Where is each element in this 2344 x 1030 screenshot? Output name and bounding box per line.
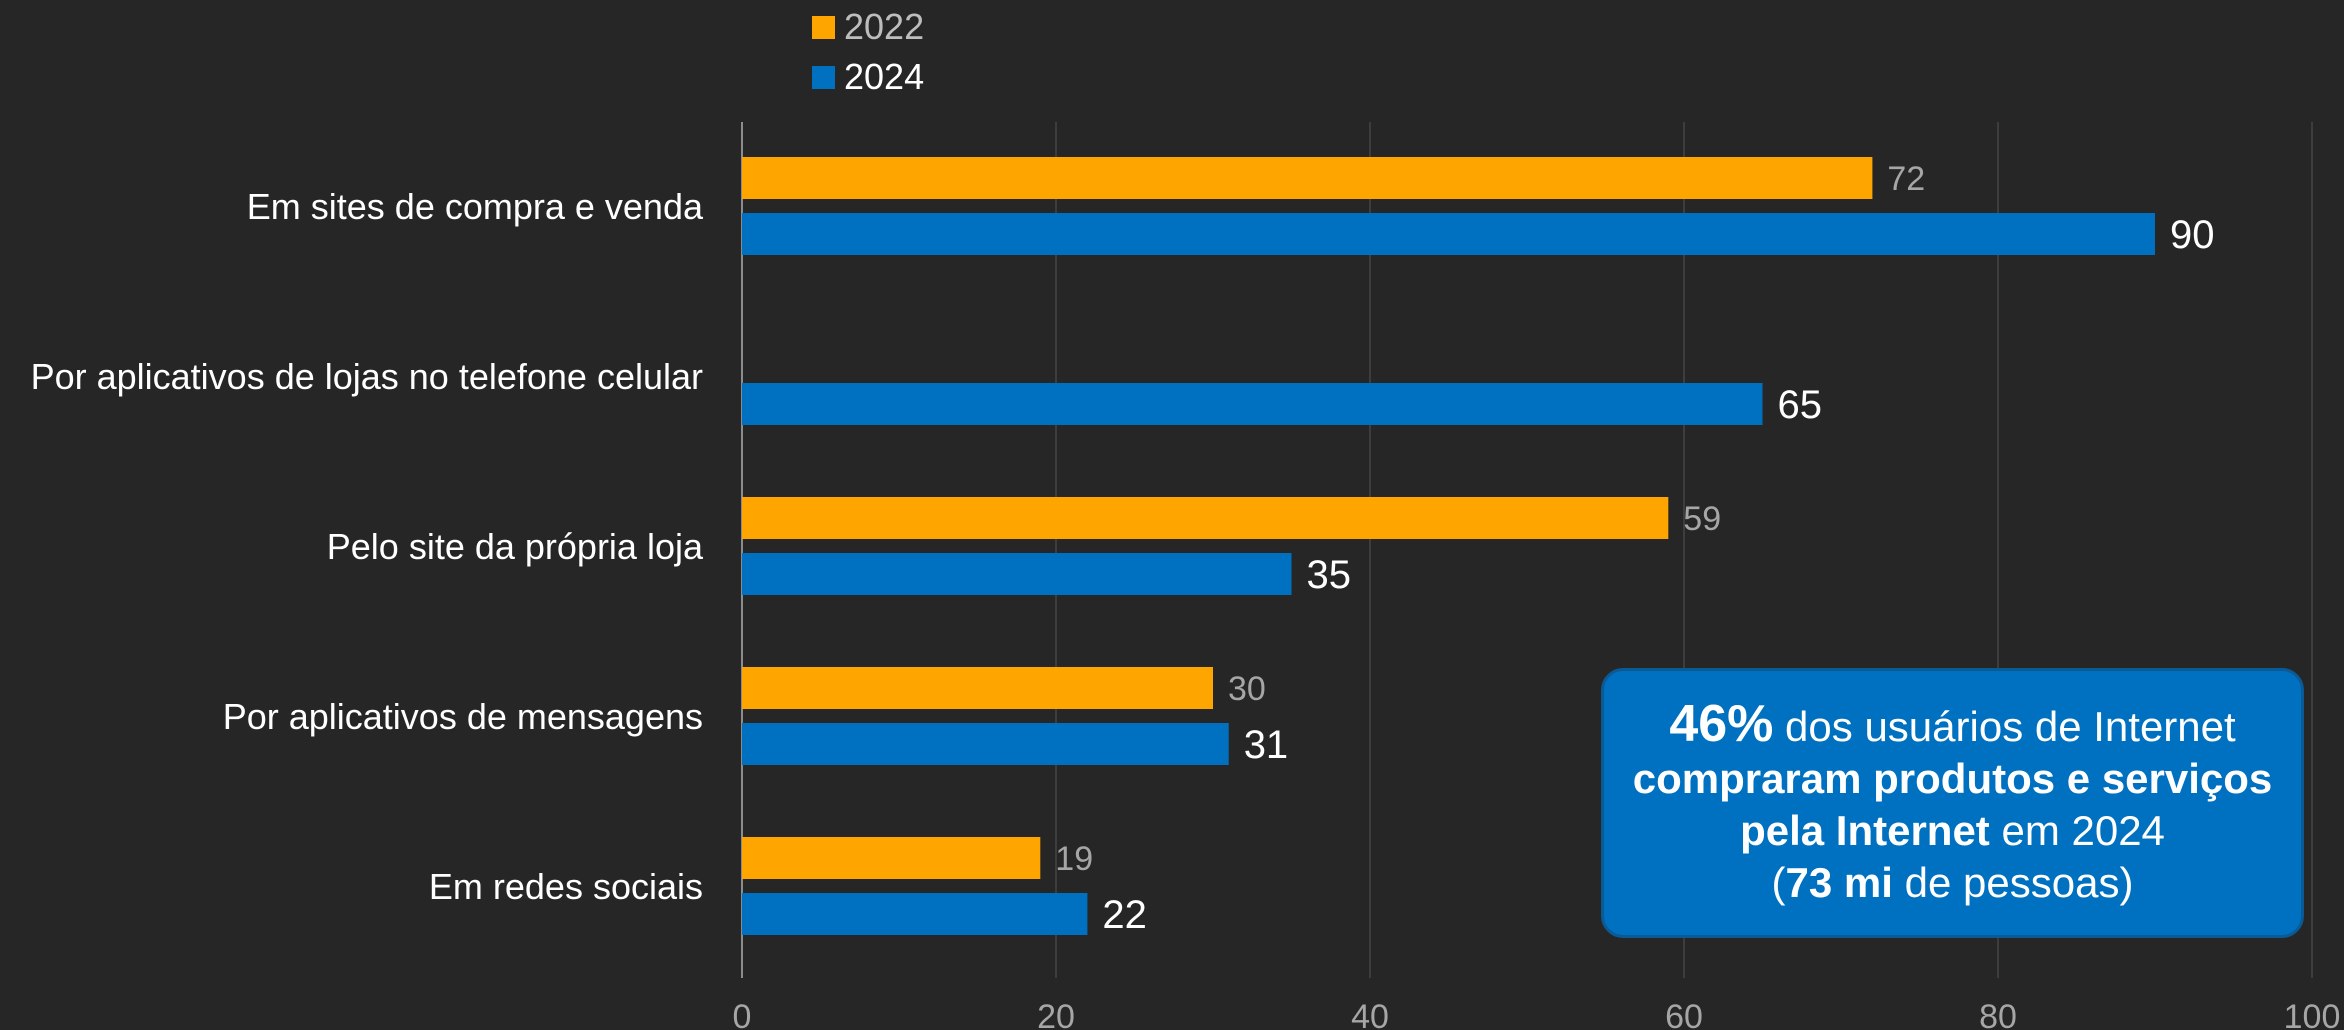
callout-text-7: de pessoas) xyxy=(1892,858,2134,906)
x-tick-label: 80 xyxy=(1979,998,2017,1030)
bar-2024 xyxy=(742,213,2155,255)
data-label-2024: 31 xyxy=(1244,723,1289,767)
bar-2022 xyxy=(742,157,1873,199)
callout-text-3: pela Internet xyxy=(1740,806,1990,854)
callout-text-6: 73 mi xyxy=(1785,858,1893,906)
callout-text-2: compraram produtos e serviços xyxy=(1632,754,2273,802)
data-label-2022: 19 xyxy=(1055,840,1093,878)
legend-swatch-2022 xyxy=(812,15,835,39)
callout-line-1: 46% dos usuários de Internet xyxy=(1624,698,2281,753)
bar-2022 xyxy=(742,837,1041,879)
data-label-2022: 59 xyxy=(1683,500,1721,538)
callout-line-4: (73 mi de pessoas) xyxy=(1624,857,2281,909)
legend-swatch-2024 xyxy=(812,65,835,89)
legend: 2022 2024 xyxy=(812,2,924,102)
category-label: Em redes sociais xyxy=(429,866,703,907)
category-label: Em sites de compra e venda xyxy=(247,186,704,227)
callout-text-1: dos usuários de Internet xyxy=(1773,702,2236,750)
callout-text-5: ( xyxy=(1771,858,1786,906)
x-tick-label: 40 xyxy=(1351,998,1389,1030)
callout-percent: 46% xyxy=(1669,694,1774,753)
data-label-2022: 30 xyxy=(1228,670,1266,708)
bar-2024 xyxy=(742,723,1229,765)
data-label-2024: 35 xyxy=(1307,553,1352,597)
summary-callout: 46% dos usuários de Internet compraram p… xyxy=(1601,668,2304,938)
callout-line-3: pela Internet em 2024 xyxy=(1624,805,2281,857)
legend-label-2024: 2024 xyxy=(844,56,925,97)
bar-2024 xyxy=(742,553,1292,595)
category-label: Por aplicativos de lojas no telefone cel… xyxy=(31,356,703,397)
x-tick-label: 100 xyxy=(2284,998,2341,1030)
callout-line-2: compraram produtos e serviços xyxy=(1624,753,2281,805)
bar-2022 xyxy=(742,667,1213,709)
x-tick-label: 0 xyxy=(733,998,752,1030)
legend-item-2024: 2024 xyxy=(812,52,924,102)
data-label-2024: 90 xyxy=(2170,213,2215,257)
bar-2024 xyxy=(742,383,1763,425)
bar-2022 xyxy=(742,497,1669,539)
data-label-2024: 65 xyxy=(1778,383,1823,427)
callout-text-4: em 2024 xyxy=(1989,806,2165,854)
data-label-2024: 22 xyxy=(1102,893,1147,937)
x-tick-label: 60 xyxy=(1665,998,1703,1030)
legend-item-2022: 2022 xyxy=(812,2,924,52)
category-label: Pelo site da própria loja xyxy=(327,526,704,567)
category-label: Por aplicativos de mensagens xyxy=(223,696,703,737)
data-label-2022: 72 xyxy=(1887,160,1925,198)
x-tick-label: 20 xyxy=(1037,998,1075,1030)
legend-label-2022: 2022 xyxy=(844,6,925,47)
bar-2024 xyxy=(742,893,1088,935)
